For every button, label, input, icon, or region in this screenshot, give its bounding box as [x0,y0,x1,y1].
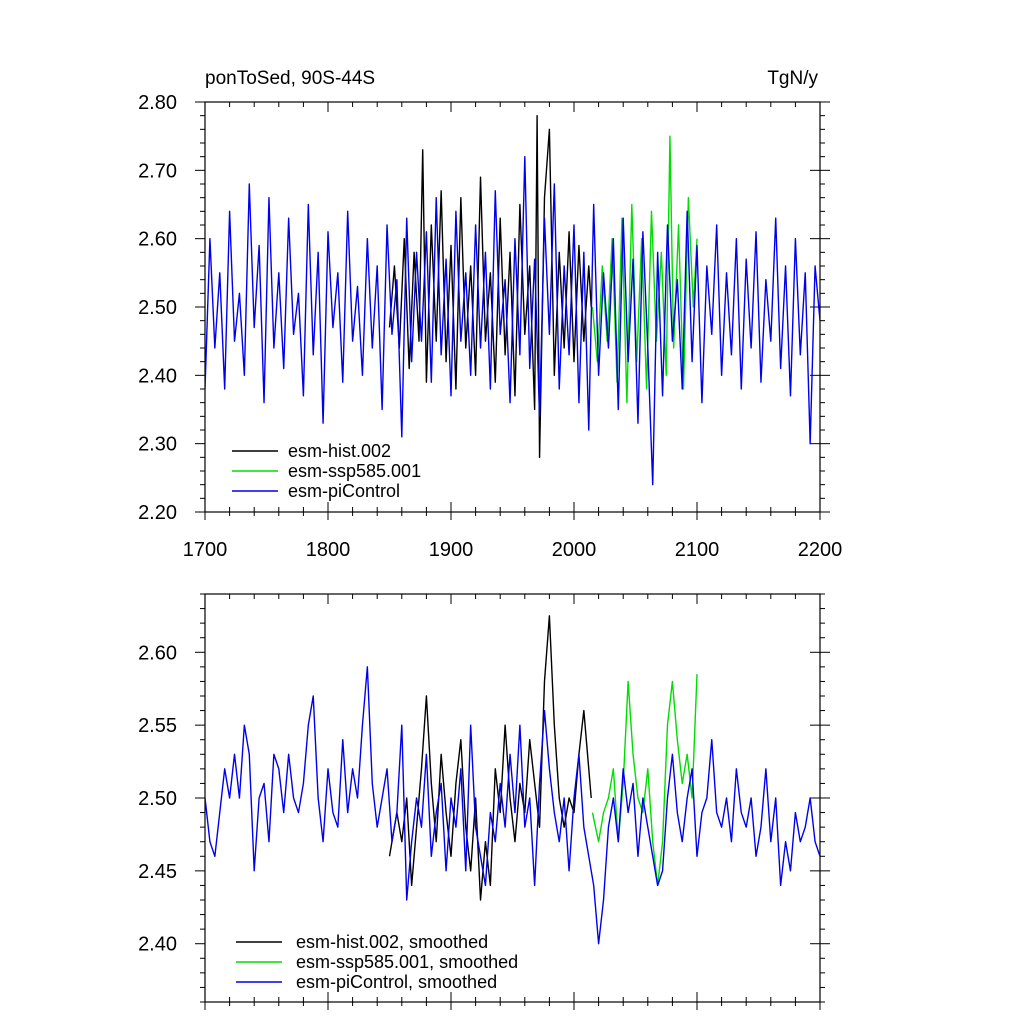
p1-series-line-2 [205,666,820,945]
p0-series-line-1 [591,135,698,404]
p0-ytick-label-5: 2.70 [138,160,177,182]
p0-xtick-label-5: 2200 [798,539,843,561]
p1-ytick-label-2: 2.50 [138,788,177,810]
p0-xtick-label-3: 2000 [552,539,597,561]
p0-legend-label-1: esm-ssp585.001 [288,461,421,481]
p0-series-line-2 [205,155,820,486]
p1-ytick-label-4: 2.60 [138,642,177,664]
p1-series-line-1 [591,674,698,887]
p1-ytick-label-3: 2.55 [138,715,177,737]
top-title-right: TgN/y [767,68,818,89]
p1-legend-label-0: esm-hist.002, smoothed [296,932,488,952]
p0-xtick-label-2: 1900 [429,539,474,561]
p0-legend-label-0: esm-hist.002 [288,441,391,461]
top-title-left: ponToSed, 90S-44S [205,68,375,89]
p0-ytick-label-2: 2.40 [138,365,177,387]
p0-ytick-label-1: 2.30 [138,434,177,456]
p1-ytick-label-0: 2.40 [138,934,177,956]
p1-legend-label-1: esm-ssp585.001, smoothed [296,952,518,972]
p0-xtick-label-4: 2100 [675,539,720,561]
p0-xtick-label-1: 1800 [306,539,351,561]
p0-ytick-label-4: 2.60 [138,229,177,251]
bottom-panel: 2.40 2.45 2.50 2.55 2.60 esm-hist.002, smooth… [138,593,830,1010]
p0-ytick-label-3: 2.50 [138,297,177,319]
p0-ytick-label-0: 2.20 [138,502,177,524]
top-panel: ponToSed, 90S-44S TgN/y 1700 1800 1900 2000… [138,68,842,561]
p1-series-line-0 [388,615,592,901]
p0-series-line-0 [388,114,592,459]
p1-ytick-label-1: 2.45 [138,861,177,883]
p1-legend-label-2: esm-piControl, smoothed [296,972,497,992]
p0-xtick-label-0: 1700 [183,539,228,561]
p0-ytick-label-6: 2.80 [138,92,177,114]
p0-legend-label-2: esm-piControl [288,481,400,501]
